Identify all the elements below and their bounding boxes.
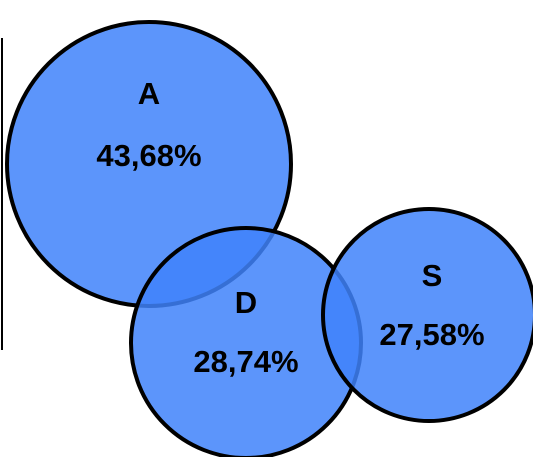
circle-s-value: 27,58% xyxy=(379,317,484,352)
circle-s xyxy=(321,207,533,423)
circle-s-name: S xyxy=(422,258,443,293)
circle-a-name: A xyxy=(138,76,160,111)
circle-d-value: 28,74% xyxy=(193,344,298,379)
circle-d-name: D xyxy=(235,285,257,320)
circle-a-value: 43,68% xyxy=(96,138,201,173)
